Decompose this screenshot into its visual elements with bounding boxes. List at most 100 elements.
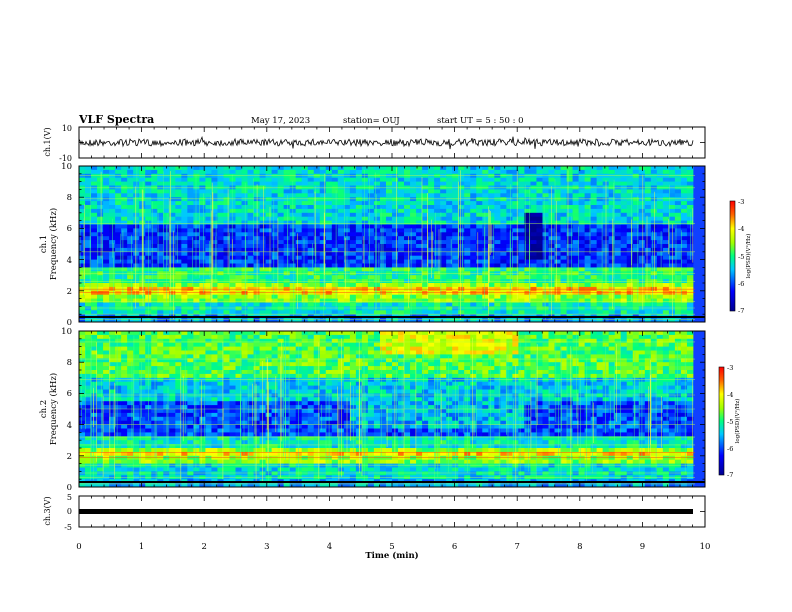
- spectrogram-cell: [253, 208, 260, 214]
- spectrogram-cell: [608, 290, 616, 296]
- spectrogram-cell: [656, 244, 664, 249]
- spectrogram-cell: [385, 247, 393, 253]
- spectrogram-cell: [85, 290, 92, 296]
- spectrogram-cell: [313, 205, 321, 210]
- spectrogram-cell: [331, 205, 339, 210]
- spectrogram-cell: [464, 240, 471, 245]
- spectrogram-cell: [313, 197, 321, 202]
- spectrogram-cell: [398, 302, 405, 307]
- spectrogram-cell: [199, 220, 206, 225]
- spectrogram-cell: [103, 373, 110, 379]
- spectrogram-cell: [217, 259, 224, 264]
- spectrogram-cell: [121, 358, 128, 363]
- spectrogram-cell: [530, 283, 537, 288]
- spectrogram-cell: [530, 173, 537, 179]
- spectrogram-cell: [121, 409, 128, 414]
- spectrogram-cell: [313, 240, 321, 245]
- spectrogram-cell: [584, 298, 592, 303]
- spectrogram-cell: [355, 232, 363, 237]
- spectrogram-cell: [121, 201, 128, 206]
- spectrogram-cell: [151, 255, 158, 260]
- spectrogram-cell: [301, 189, 309, 194]
- spectrogram-cell: [97, 346, 104, 351]
- spectrogram-cell: [79, 459, 86, 464]
- spectrogram-cell: [97, 275, 104, 280]
- spectrogram-cell: [488, 318, 495, 323]
- spectrogram-cell: [650, 201, 658, 206]
- spectrogram-cell: [133, 228, 140, 233]
- spectrogram-cell: [139, 467, 146, 472]
- spectrogram-cell: [506, 189, 513, 194]
- spectrogram-cell: [554, 181, 561, 186]
- spectrogram-cell: [79, 318, 86, 323]
- spectrogram-cell: [163, 173, 170, 179]
- spectrogram-cell: [644, 263, 652, 268]
- spectrogram-cell: [470, 236, 477, 241]
- spectrogram-cell: [193, 247, 200, 253]
- spectrogram-cell: [373, 240, 381, 245]
- spectrogram-cell: [674, 193, 682, 198]
- spectrogram-cell: [103, 240, 110, 245]
- spectrogram-cell: [319, 247, 327, 253]
- spectrogram-cell: [319, 283, 327, 288]
- spectrogram-cell: [145, 338, 152, 344]
- spectrogram-cell: [271, 189, 279, 194]
- spectrogram-cell: [548, 177, 555, 182]
- spectrogram-cell: [241, 294, 248, 299]
- spectrogram-cell: [584, 290, 592, 296]
- spectrogram-cell: [578, 298, 586, 303]
- spectrogram-cell: [446, 306, 453, 311]
- spectrogram-cell: [175, 290, 182, 296]
- spectrogram-cell: [404, 318, 411, 323]
- spectrogram-cell: [385, 216, 393, 221]
- spectrogram-cell: [422, 306, 429, 311]
- spectrogram-cell: [410, 166, 417, 171]
- spectrogram-cell: [97, 389, 104, 394]
- spectrogram-cell: [295, 259, 303, 264]
- spectrogram-cell: [151, 298, 158, 303]
- spectrogram-cell: [349, 232, 357, 237]
- spectrogram-cell: [410, 177, 417, 182]
- spectrogram-cell: [410, 201, 417, 206]
- spectrogram-cell: [121, 228, 128, 233]
- spectrogram-cell: [428, 205, 435, 210]
- spectrogram-cell: [343, 306, 351, 311]
- spectrogram-cell: [199, 166, 206, 171]
- spectrogram-cell: [512, 181, 519, 186]
- spectrogram-cell: [614, 240, 622, 245]
- spectrogram-cell: [416, 298, 423, 303]
- spectrogram-cell: [392, 283, 399, 288]
- spectrogram-cell: [283, 302, 291, 307]
- spectrogram-cell: [133, 436, 140, 441]
- spectrogram-cell: [259, 294, 266, 299]
- spectrogram-cell: [361, 173, 369, 179]
- spectrogram-cell: [109, 302, 116, 307]
- spectrogram-cell: [560, 173, 567, 179]
- spectrogram-cell: [115, 358, 122, 363]
- spectrogram-cell: [199, 318, 206, 323]
- spectrogram-cell: [404, 302, 411, 307]
- spectrogram-cell: [524, 283, 531, 288]
- spectrogram-cell: [109, 455, 116, 461]
- spectrogram-cell: [367, 310, 375, 315]
- spectrogram-cell: [79, 228, 86, 233]
- spectrogram-cell: [79, 212, 86, 218]
- spectrogram-cell: [247, 310, 254, 315]
- spectrogram-cell: [157, 310, 164, 315]
- spectrogram-cell: [584, 283, 592, 288]
- spectrogram-cell: [133, 197, 140, 202]
- spectrogram-cell: [97, 294, 104, 299]
- spectrogram-cell: [295, 247, 303, 253]
- spectrogram-cell: [494, 181, 501, 186]
- spectrogram-cell: [217, 240, 224, 245]
- spectrogram-cell: [482, 259, 489, 264]
- spectrogram-cell: [674, 263, 682, 268]
- spectrogram-cell: [650, 251, 658, 257]
- spectrogram-cell: [632, 189, 640, 194]
- spectrogram-cell: [163, 310, 170, 315]
- spectrogram-cell: [638, 220, 646, 225]
- spectrogram-cell: [277, 228, 285, 233]
- spectrogram-cell: [253, 251, 260, 257]
- spectrogram-cell: [662, 220, 670, 225]
- spectrogram-cell: [193, 177, 200, 182]
